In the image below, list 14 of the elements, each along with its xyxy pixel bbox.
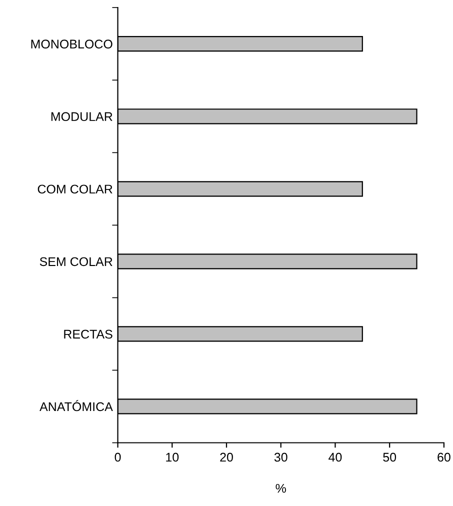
x-tick-label: 30	[274, 452, 288, 462]
x-tick-label: 50	[383, 452, 396, 462]
y-tick-label: SEM COLAR	[40, 257, 112, 266]
x-tick-label: 0	[114, 452, 121, 462]
y-tick-label: COM COLAR	[38, 184, 112, 194]
x-tick-label: 40	[328, 452, 342, 462]
x-tick-label: 60	[438, 452, 450, 462]
y-tick-label: RECTAS	[64, 330, 112, 339]
x-tick-label: 10	[166, 452, 179, 462]
x-axis-title: %	[276, 484, 286, 493]
y-tick-label: MODULAR	[51, 112, 112, 122]
x-tick-label: 20	[220, 452, 233, 462]
y-tick-label: MONOBLOCO	[31, 40, 112, 49]
y-tick-label: ANATÓMICA	[40, 400, 113, 412]
